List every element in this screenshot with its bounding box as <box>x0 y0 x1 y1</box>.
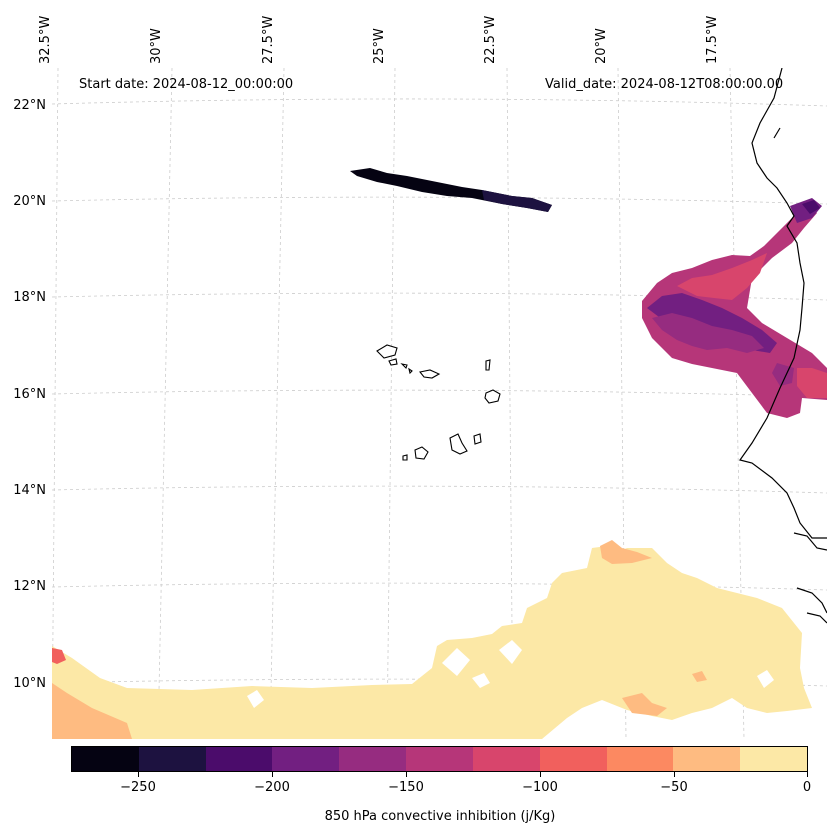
colorbar <box>71 746 808 772</box>
coastline <box>739 68 827 624</box>
meridian <box>157 68 173 739</box>
lat-label: 20°N <box>13 194 46 209</box>
colorbar-segment <box>72 747 139 771</box>
colorbar-segment <box>740 747 807 771</box>
map-plot-area <box>52 68 827 739</box>
lat-label: 14°N <box>13 483 46 498</box>
meridian <box>52 68 59 739</box>
start-date-label: Start date: 2024-08-12_00:00:00 <box>79 77 294 92</box>
lon-label: 17.5°W <box>705 15 720 64</box>
colorbar-segment <box>539 747 607 771</box>
colorbar-segment <box>272 747 340 771</box>
cin-field-dark-band <box>482 190 552 212</box>
lat-label: 16°N <box>13 387 46 402</box>
cin-field-south-orange <box>52 683 132 739</box>
colorbar-tick <box>272 772 273 777</box>
lon-label: 25°W <box>372 28 387 64</box>
valid-date-label: Valid_date: 2024-08-12T08:00:00.00 <box>545 77 784 92</box>
colorbar-tick-label: −50 <box>660 780 688 795</box>
colorbar-tick-label: 0 <box>802 780 812 795</box>
colorbar-tick <box>540 772 541 777</box>
map-canvas <box>52 68 827 739</box>
lon-label: 27.5°W <box>261 15 276 64</box>
parallel <box>52 98 827 107</box>
parallel <box>52 196 827 205</box>
colorbar-tick <box>674 772 675 777</box>
cin-field-gap <box>247 690 264 708</box>
colorbar-title: 850 hPa convective inhibition (j/Kg) <box>324 809 556 824</box>
cin-field-east-plume <box>802 200 820 214</box>
lat-label: 12°N <box>13 579 46 594</box>
parallel <box>52 389 827 398</box>
cin-field-east-plume <box>797 368 827 398</box>
lon-label: 20°W <box>594 28 609 64</box>
cin-field-south-orange <box>692 671 707 682</box>
colorbar-segment <box>472 747 540 771</box>
colorbar-tick <box>807 772 808 777</box>
colorbar-segment <box>406 747 473 771</box>
colorbar-tick-label: −150 <box>388 780 424 795</box>
cin-field-gap <box>442 648 470 676</box>
colorbar-tick <box>138 772 139 777</box>
lat-label: 18°N <box>13 290 46 305</box>
colorbar-tick <box>406 772 407 777</box>
colorbar-tick-label: −200 <box>254 780 290 795</box>
meridian <box>269 68 285 739</box>
cin-field-gap <box>472 673 490 688</box>
cape-verde-islands <box>376 344 501 461</box>
lon-label: 30°W <box>149 28 164 64</box>
colorbar-segment <box>339 747 407 771</box>
colorbar-segment <box>606 747 674 771</box>
cin-field-south-orange <box>622 693 667 716</box>
cin-field-gap <box>499 640 522 664</box>
cin-field-south-orange <box>600 540 652 564</box>
colorbar-tick-label: −100 <box>522 780 558 795</box>
cin-field-east-plume <box>652 313 764 353</box>
colorbar-segment <box>205 747 273 771</box>
cin-field-east-plume <box>677 253 767 300</box>
lat-label: 22°N <box>13 98 46 113</box>
colorbar-segment <box>138 747 206 771</box>
lon-label: 22.5°W <box>483 15 498 64</box>
lon-label: 32.5°W <box>38 15 53 64</box>
cin-field-south-orange <box>52 648 66 664</box>
cin-field-south <box>52 546 812 739</box>
meridian <box>386 68 396 739</box>
lat-label: 10°N <box>13 676 46 691</box>
cin-field-gap <box>757 670 774 688</box>
parallel <box>52 485 827 494</box>
colorbar-segment <box>673 747 741 771</box>
colorbar-tick-label: −250 <box>120 780 156 795</box>
